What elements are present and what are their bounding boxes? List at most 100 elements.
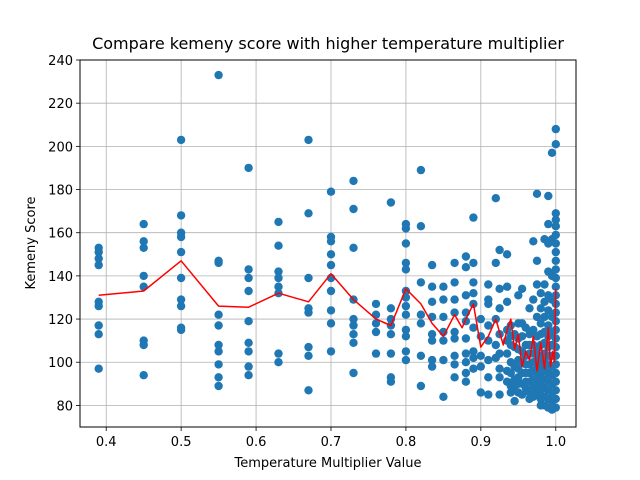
- scatter-point: [544, 306, 553, 315]
- scatter-point: [532, 189, 542, 198]
- scatter-point: [371, 349, 381, 358]
- scatter-point: [416, 222, 426, 231]
- scatter-point: [416, 165, 426, 175]
- scatter-point: [326, 250, 336, 259]
- x-axis: 0.4 0.5 0.6 0.7 0.8 0.9 1.0: [96, 427, 566, 450]
- scatter-point: [401, 239, 411, 248]
- scatter-point: [540, 297, 549, 306]
- scatter-point: [139, 371, 148, 380]
- scatter-point: [551, 124, 560, 134]
- scatter-point: [401, 332, 411, 341]
- scatter-point: [244, 286, 253, 296]
- scatter-point: [502, 349, 512, 358]
- scatter-point: [495, 284, 504, 293]
- scatter-point: [502, 297, 512, 306]
- scatter-point: [349, 321, 358, 330]
- scatter-point: [176, 232, 186, 242]
- scatter-point: [484, 355, 493, 365]
- y-tick-label: 140: [48, 270, 73, 285]
- scatter-point: [469, 278, 478, 287]
- scatter-point: [139, 237, 148, 246]
- x-tick-label: 0.5: [171, 435, 192, 450]
- scatter-point: [551, 209, 560, 218]
- scatter-point: [349, 204, 358, 214]
- x-tick-label: 0.8: [396, 435, 417, 450]
- scatter-point: [551, 403, 560, 412]
- scatter-point: [536, 319, 545, 328]
- scatter-point: [517, 390, 527, 399]
- scatter-point: [274, 267, 283, 276]
- scatter-point: [461, 334, 471, 343]
- scatter-point: [427, 260, 437, 270]
- scatter-point: [495, 364, 504, 373]
- y-tick-label: 220: [48, 97, 73, 112]
- scatter-point: [476, 388, 485, 397]
- scatter-point: [349, 243, 358, 252]
- scatter-point: [401, 301, 411, 311]
- scatter-point: [386, 349, 396, 358]
- scatter-point: [244, 371, 253, 380]
- scatter-point: [469, 289, 478, 298]
- scatter-point: [416, 310, 426, 319]
- scatter-point: [495, 245, 504, 255]
- y-tick-label: 160: [48, 227, 73, 242]
- scatter-point: [176, 273, 186, 283]
- y-tick-label: 100: [48, 356, 73, 371]
- scatter-point: [540, 312, 549, 322]
- scatter-point: [326, 187, 336, 196]
- scatter-point: [304, 386, 313, 395]
- scatter-point: [529, 295, 538, 304]
- chart-title: Compare kemeny score with higher tempera…: [92, 34, 564, 53]
- scatter-point: [544, 219, 553, 229]
- scatter-point: [176, 301, 186, 311]
- scatter-point: [176, 247, 186, 257]
- trend-line-group: [98, 260, 557, 372]
- scatter-point: [94, 301, 103, 311]
- scatter-point: [551, 222, 560, 231]
- scatter-point: [551, 140, 560, 149]
- x-tick-label: 0.7: [321, 435, 342, 450]
- plot-frame: [79, 59, 577, 428]
- scatter-point: [326, 237, 336, 246]
- scatter-point: [326, 260, 336, 270]
- scatter-point: [532, 280, 542, 289]
- scatter-point: [427, 330, 437, 339]
- scatter-point: [484, 299, 493, 309]
- scatter-point: [544, 321, 553, 330]
- y-tick-label: 200: [48, 140, 73, 155]
- scatter-point: [139, 219, 148, 229]
- scatter-point: [461, 368, 471, 378]
- scatter-points: [94, 70, 560, 414]
- scatter-point: [214, 381, 223, 391]
- scatter-point: [551, 325, 560, 335]
- scatter-point: [401, 325, 411, 335]
- scatter-point: [244, 338, 253, 347]
- scatter-point: [401, 347, 411, 356]
- scatter-point: [461, 291, 471, 300]
- scatter-point: [484, 390, 493, 399]
- scatter-point: [94, 364, 103, 373]
- scatter-point: [551, 239, 560, 248]
- scatter-point: [529, 237, 538, 246]
- scatter-point: [274, 217, 283, 227]
- scatter-point: [94, 260, 103, 270]
- scatter-point: [525, 304, 534, 313]
- scatter-point: [484, 321, 493, 330]
- scatter-point: [304, 135, 313, 145]
- scatter-point: [214, 347, 223, 356]
- scatter-point: [551, 256, 560, 265]
- scatter-point: [461, 252, 471, 261]
- scatter-point: [529, 325, 538, 335]
- scatter-point: [551, 215, 560, 224]
- scatter-point: [371, 319, 381, 328]
- scatter-point: [551, 377, 560, 386]
- scatter-point: [484, 373, 493, 382]
- scatter-point: [244, 265, 253, 274]
- scatter-point: [349, 314, 358, 324]
- scatter-point: [349, 368, 358, 378]
- scatter-point: [427, 355, 437, 365]
- x-tick-label: 1.0: [545, 435, 566, 450]
- scatter-point: [176, 211, 186, 220]
- scatter-point: [439, 312, 448, 322]
